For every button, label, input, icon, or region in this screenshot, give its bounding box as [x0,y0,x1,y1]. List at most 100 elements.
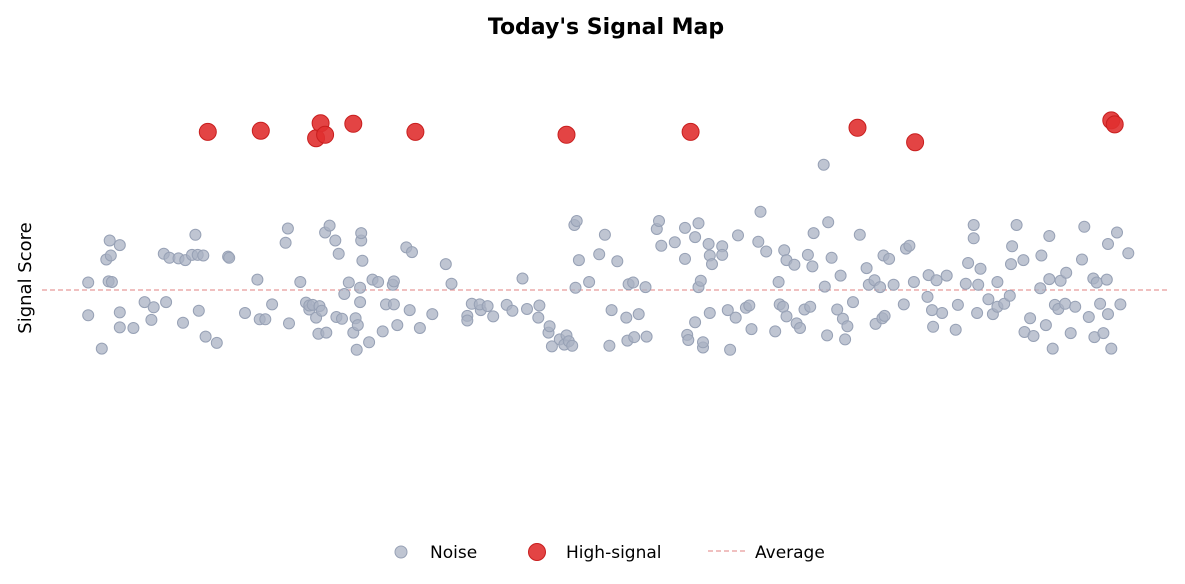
noise-point [197,249,210,262]
noise-point [706,258,718,271]
noise-point [406,246,418,259]
noise-point [926,304,938,317]
legend-noise-label: Noise [430,543,477,563]
noise-point [703,307,716,319]
noise-point [1043,230,1056,242]
noise-point [426,308,439,321]
noise-point [959,277,972,290]
noise-point [694,274,707,287]
noise-point [951,298,964,311]
noise-point [962,257,975,269]
noise-point [732,229,744,242]
y-axis-label: Signal Score [15,222,36,333]
noise-point [967,232,980,245]
noise-point [506,304,519,317]
noise-point [822,216,835,229]
noise-point [692,217,705,230]
noise-point [439,258,452,271]
noise-point [387,298,400,311]
noise-point [640,330,653,343]
noise-point [991,276,1004,288]
noise-point [1034,282,1047,295]
noise-point [972,278,985,291]
noise-point [104,249,117,262]
noise-point [721,304,734,317]
high-signal-point [1105,115,1124,134]
noise-point [1102,308,1114,321]
noise-point [967,219,980,231]
noise-point [1100,273,1113,286]
noise-point [1064,327,1077,340]
noise-point [1060,266,1073,279]
noise-point [1039,319,1052,332]
noise-point [138,296,151,309]
noise-point [611,255,624,268]
noise-point [1003,289,1016,302]
noise-point [702,238,715,250]
noise-point [82,276,95,289]
high-signal-point [557,125,576,144]
noise-point [1094,297,1107,310]
noise-point [1035,249,1048,262]
noise-point [372,276,385,288]
noise-point [1043,273,1056,286]
noise-point [355,227,368,240]
noise-point [754,205,767,218]
high-signal-point [848,118,867,137]
noise-point [192,304,205,317]
noise-point [403,304,416,317]
noise-point [689,231,702,244]
noise-point [336,312,348,325]
legend-high-signal-label: High-signal [566,543,662,563]
noise-point [391,319,404,332]
noise-point [903,239,916,252]
noise-point [1076,253,1088,266]
noise-point [1006,240,1019,253]
noise-point [897,298,910,311]
noise-point [817,158,830,171]
high-signal-point [681,122,700,141]
noise-point [281,222,294,235]
noise-point [780,310,793,323]
noise-point [113,306,126,319]
noise-point [521,303,533,315]
noise-point [570,215,583,227]
legend-item-average: Average [708,543,825,563]
noise-point [724,343,737,356]
noise-point [315,304,328,317]
noise-point [927,320,940,333]
noise-point [949,323,962,336]
noise-point [620,311,633,324]
noise-point [679,252,691,265]
noise-point [127,322,140,334]
noise-point [95,342,108,355]
noise-point [628,331,641,344]
noise-point [752,235,765,248]
noise-point [532,311,545,324]
noise-point [259,313,272,326]
noise-point [387,275,400,288]
noise-point [342,276,355,289]
noise-point [356,254,369,267]
noise-point [199,330,212,343]
noise-point [860,262,873,275]
noise-point [1122,247,1135,260]
noise-point [82,309,95,322]
noise-point [266,298,279,311]
legend-item-high-signal: High-signal [528,543,662,563]
high-signal-point [406,122,425,141]
noise-point [788,258,801,271]
noise-point [445,277,458,290]
noise-point [825,251,838,264]
noise-point [930,274,943,287]
noise-point [105,276,118,288]
noise-point [839,333,852,346]
noise-point [545,340,558,353]
noise-point [974,262,987,275]
noise-point [354,296,367,309]
noise-point [283,317,295,330]
noise-point [603,339,616,352]
noise-point [351,319,364,332]
chart-title: Today's Signal Map [488,15,724,40]
